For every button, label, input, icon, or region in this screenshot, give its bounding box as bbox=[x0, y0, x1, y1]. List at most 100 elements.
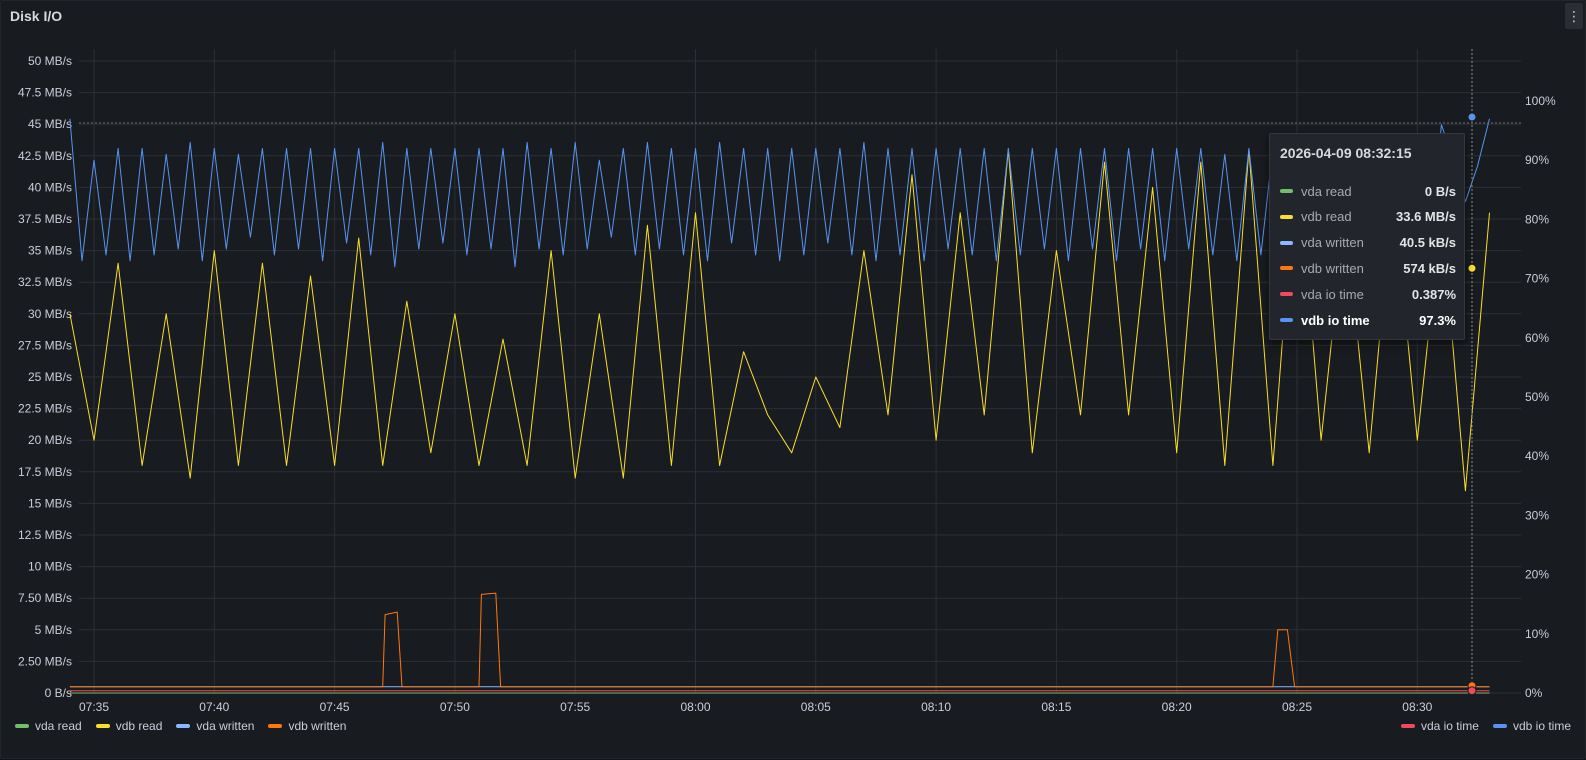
y-left-tick-label: 35 MB/s bbox=[28, 244, 72, 258]
y-right-tick-label: 60% bbox=[1525, 331, 1549, 345]
legend-swatch bbox=[176, 724, 191, 728]
x-tick-label: 08:20 bbox=[1162, 700, 1192, 714]
y-left-tick-label: 17.5 MB/s bbox=[18, 465, 72, 479]
tooltip-series-name: vda written bbox=[1301, 235, 1364, 251]
x-tick-label: 08:10 bbox=[921, 700, 951, 714]
legend-label: vdb read bbox=[115, 719, 163, 733]
hover-tooltip: 2026-04-09 08:32:15 vda read 0 B/s vdb rea… bbox=[1269, 133, 1465, 340]
tooltip-row: vdb read 33.6 MB/s bbox=[1280, 207, 1456, 227]
y-right-tick-label: 0% bbox=[1525, 686, 1543, 700]
legend-swatch bbox=[95, 724, 110, 728]
panel-menu-icon[interactable]: ⋮ bbox=[1565, 3, 1583, 29]
tooltip-swatch bbox=[1280, 318, 1293, 322]
legend-label: vda read bbox=[35, 719, 82, 733]
y-right-tick-label: 70% bbox=[1525, 272, 1549, 286]
legend-item[interactable]: vda io time bbox=[1400, 719, 1479, 733]
tooltip-series-value: 574 kB/s bbox=[1403, 260, 1456, 276]
x-tick-label: 08:30 bbox=[1402, 700, 1432, 714]
y-left-tick-label: 22.5 MB/s bbox=[18, 402, 72, 416]
tooltip-series-name: vdb io time bbox=[1301, 312, 1370, 328]
x-tick-label: 08:15 bbox=[1041, 700, 1071, 714]
tooltip-row: vdb io time 97.3% bbox=[1280, 310, 1456, 330]
x-tick-label: 08:00 bbox=[680, 700, 710, 714]
y-left-tick-label: 42.5 MB/s bbox=[18, 149, 72, 163]
y-right-tick-label: 90% bbox=[1525, 153, 1549, 167]
y-left-tick-label: 27.5 MB/s bbox=[18, 338, 72, 352]
tooltip-time: 2026-04-09 08:32:15 bbox=[1280, 145, 1412, 161]
tooltip-series-name: vda io time bbox=[1301, 286, 1364, 302]
hover-cursor bbox=[79, 49, 1521, 696]
tooltip-series-value: 33.6 MB/s bbox=[1396, 209, 1456, 225]
x-tick-label: 07:50 bbox=[440, 700, 470, 714]
legend-label: vdb io time bbox=[1512, 719, 1571, 733]
tooltip-series-value: 0 B/s bbox=[1424, 183, 1456, 199]
tooltip-series-value: 0.387% bbox=[1411, 286, 1456, 302]
y-right-tick-label: 100% bbox=[1525, 94, 1556, 108]
legend-item[interactable]: vdb io time bbox=[1492, 719, 1571, 733]
x-tick-label: 08:25 bbox=[1282, 700, 1312, 714]
legend-label: vda io time bbox=[1420, 719, 1479, 733]
tooltip-row: vda written 40.5 kB/s bbox=[1280, 233, 1456, 253]
y-right-tick-label: 20% bbox=[1525, 568, 1549, 582]
legend-swatch bbox=[1400, 724, 1415, 728]
y-left-tick-label: 37.5 MB/s bbox=[18, 212, 72, 226]
tooltip-swatch bbox=[1280, 266, 1293, 271]
y-right-tick-label: 10% bbox=[1525, 627, 1549, 641]
legend-label: vdb written bbox=[288, 719, 347, 733]
tooltip-row: vda read 0 B/s bbox=[1280, 181, 1456, 201]
tooltip-series-name: vda read bbox=[1301, 183, 1352, 199]
x-tick-label: 07:40 bbox=[199, 700, 229, 714]
y-left-tick-label: 5 MB/s bbox=[35, 623, 72, 637]
y-left-tick-label: 7.50 MB/s bbox=[18, 591, 72, 605]
series-lines bbox=[69, 118, 1490, 694]
y-left-tick-label: 2.50 MB/s bbox=[18, 654, 72, 668]
tooltip-swatch bbox=[1280, 292, 1293, 297]
y-left-tick-label: 0 B/s bbox=[45, 686, 72, 700]
legend-item[interactable]: vda written bbox=[176, 719, 254, 733]
series-line-vdb-written bbox=[69, 592, 1490, 688]
y-left-tick-label: 47.5 MB/s bbox=[18, 86, 72, 100]
y-axis-left: 0 B/s 2.50 MB/s 5 MB/s 7.50 MB/s 10 MB/s 12.5… bbox=[18, 54, 72, 700]
panel-title: Disk I/O bbox=[10, 8, 63, 24]
cursor-point-vdb-io-time bbox=[1467, 112, 1477, 122]
x-tick-label: 07:45 bbox=[320, 700, 350, 714]
y-left-tick-label: 30 MB/s bbox=[28, 307, 72, 321]
legend-item[interactable]: vdb written bbox=[268, 719, 346, 733]
x-tick-label: 07:35 bbox=[79, 700, 109, 714]
y-left-tick-label: 50 MB/s bbox=[28, 54, 72, 68]
x-tick-label: 08:05 bbox=[801, 700, 831, 714]
y-right-tick-label: 30% bbox=[1525, 508, 1549, 522]
tooltip-swatch bbox=[1280, 214, 1293, 219]
legend-swatch bbox=[1492, 724, 1507, 728]
legend-right: vda io time vdb io time bbox=[1400, 719, 1571, 733]
y-left-tick-label: 45 MB/s bbox=[28, 117, 72, 131]
tooltip-swatch bbox=[1280, 240, 1293, 245]
y-right-tick-label: 40% bbox=[1525, 449, 1549, 463]
legend-left: vda read vdb read vda written vdb written bbox=[15, 719, 346, 733]
y-left-tick-label: 15 MB/s bbox=[28, 496, 72, 510]
tooltip-series-name: vdb written bbox=[1301, 260, 1364, 276]
y-left-tick-label: 32.5 MB/s bbox=[18, 275, 72, 289]
tooltip-swatch bbox=[1280, 189, 1293, 193]
legend-swatch bbox=[15, 724, 29, 728]
y-right-tick-label: 50% bbox=[1525, 390, 1549, 404]
x-tick-label: 07:55 bbox=[560, 700, 590, 714]
y-left-tick-label: 20 MB/s bbox=[28, 433, 72, 447]
tooltip-series-value: 97.3% bbox=[1419, 312, 1456, 328]
legend-item[interactable]: vda read bbox=[15, 719, 82, 733]
tooltip-series-name: vdb read bbox=[1301, 209, 1352, 225]
y-left-tick-label: 25 MB/s bbox=[28, 370, 72, 384]
y-left-tick-label: 40 MB/s bbox=[28, 180, 72, 194]
series-line-vdb-io-time bbox=[69, 118, 1490, 268]
y-right-tick-label: 80% bbox=[1525, 212, 1549, 226]
tooltip-row: vda io time 0.387% bbox=[1280, 284, 1456, 304]
legend-item[interactable]: vdb read bbox=[95, 719, 163, 733]
legend-label: vda written bbox=[196, 719, 255, 733]
tooltip-series-value: 40.5 kB/s bbox=[1399, 235, 1456, 251]
x-axis: 07:35 07:40 07:45 07:50 07:55 08:00 08:05 08:10… bbox=[79, 700, 1433, 714]
tooltip-row: vdb written 574 kB/s bbox=[1280, 258, 1456, 278]
y-axis-right: 0% 10% 20% 30% 40% 50% 60% 70% 80% 90% 100% bbox=[1525, 94, 1556, 700]
cursor-point-vda-io-time bbox=[1467, 686, 1477, 696]
